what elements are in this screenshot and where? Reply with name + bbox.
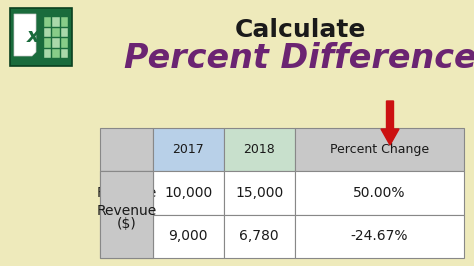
Text: -24.67%: -24.67% <box>351 229 408 243</box>
Text: 10,000: 10,000 <box>164 186 212 200</box>
Bar <box>153 215 224 258</box>
Bar <box>61 48 68 58</box>
Bar <box>61 27 68 37</box>
Text: 2018: 2018 <box>243 143 275 156</box>
Bar <box>100 215 153 258</box>
Text: ($): ($) <box>117 229 136 243</box>
Text: 50.00%: 50.00% <box>353 186 406 200</box>
Bar <box>52 17 60 27</box>
Bar <box>44 27 51 37</box>
Polygon shape <box>14 14 36 56</box>
Text: ($): ($) <box>117 217 136 231</box>
Bar <box>52 27 60 37</box>
FancyArrow shape <box>381 101 399 145</box>
Bar <box>100 171 153 215</box>
Bar <box>153 128 224 171</box>
Text: 6,780: 6,780 <box>239 229 279 243</box>
Text: Calculate: Calculate <box>234 18 365 42</box>
Bar <box>295 171 464 215</box>
Bar <box>52 48 60 58</box>
Text: 2017: 2017 <box>173 143 204 156</box>
Text: Revenue: Revenue <box>96 204 156 218</box>
Bar <box>10 8 72 66</box>
Bar <box>52 38 60 48</box>
Bar <box>44 17 51 27</box>
Bar <box>153 171 224 215</box>
Bar <box>100 171 153 258</box>
Text: 9,000: 9,000 <box>169 229 208 243</box>
Bar <box>44 38 51 48</box>
Bar <box>44 48 51 58</box>
Text: Percent Change: Percent Change <box>330 143 429 156</box>
Bar <box>224 215 295 258</box>
Bar <box>224 128 295 171</box>
Bar <box>224 171 295 215</box>
Bar <box>100 128 153 171</box>
Bar <box>61 38 68 48</box>
Text: Percent Difference: Percent Difference <box>124 42 474 75</box>
Bar <box>61 17 68 27</box>
Text: x: x <box>27 27 40 47</box>
Text: 15,000: 15,000 <box>235 186 283 200</box>
Bar <box>295 128 464 171</box>
Text: Revenue: Revenue <box>96 186 156 200</box>
Bar <box>295 215 464 258</box>
